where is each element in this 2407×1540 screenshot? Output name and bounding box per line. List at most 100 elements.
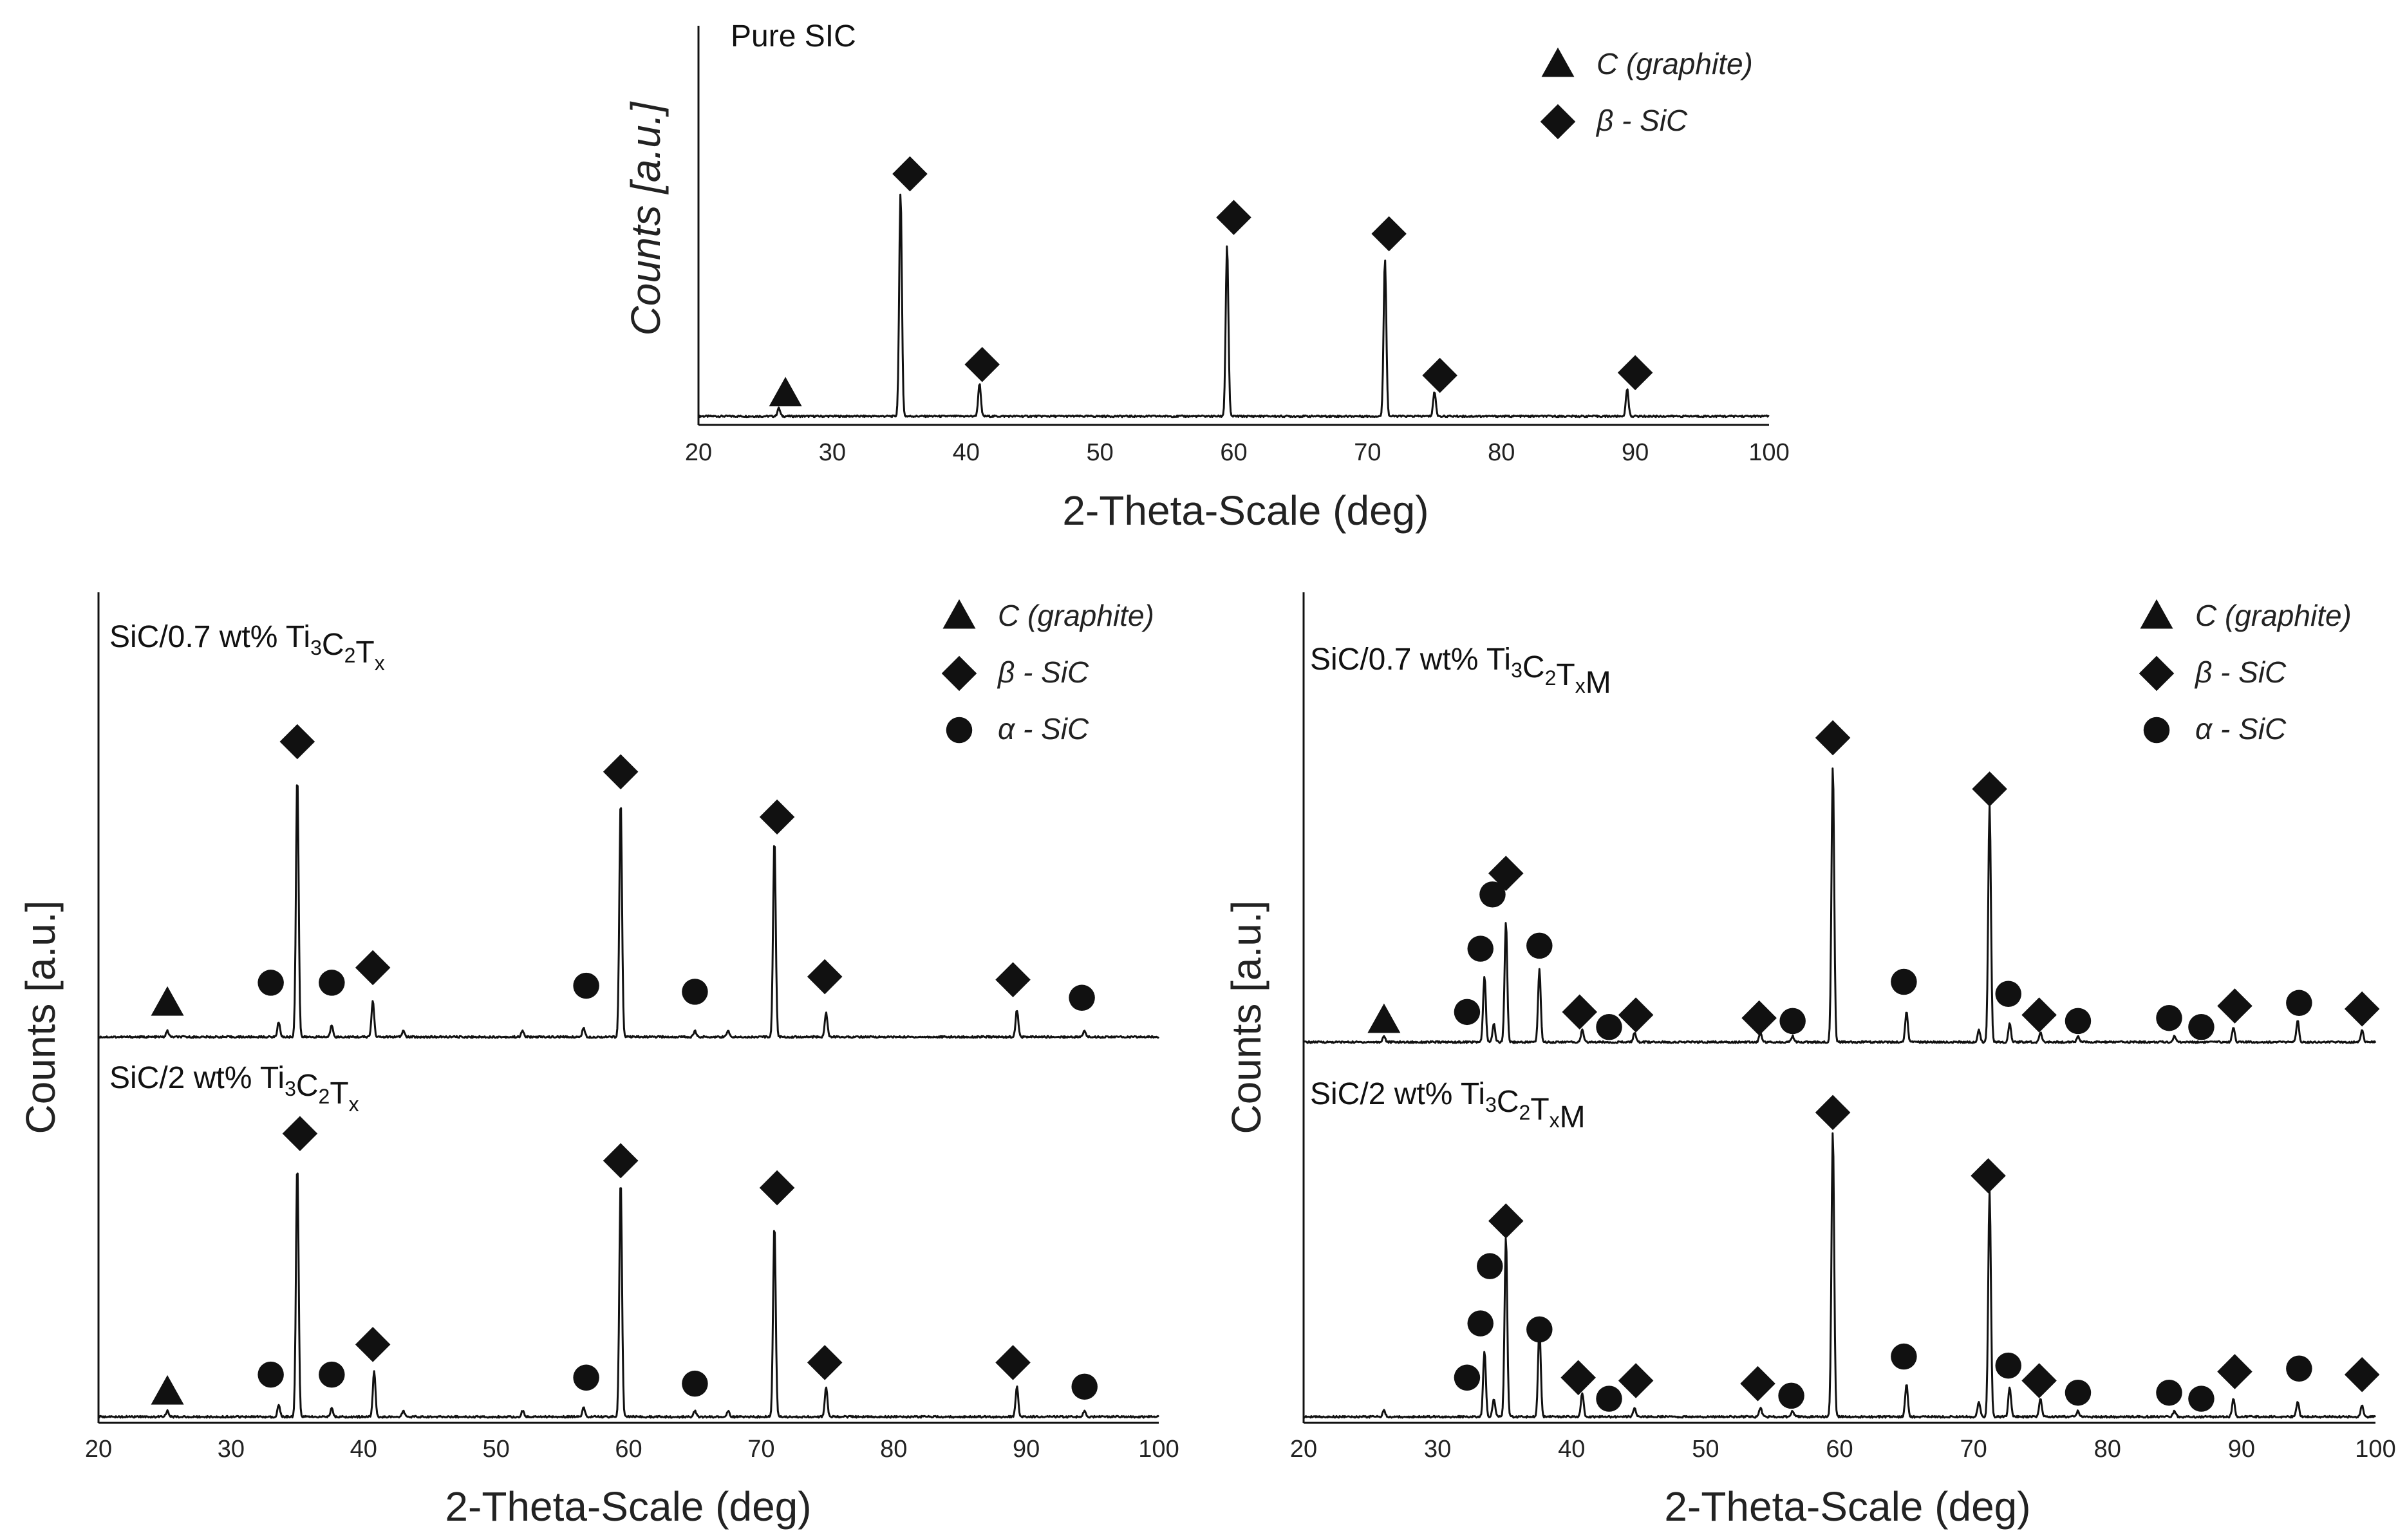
x-tick-label: 50 [1086,439,1113,466]
legend-graphite-icon [2140,599,2173,629]
marker-beta [1560,1360,1596,1396]
marker-alpha [1454,1364,1481,1391]
x-tick-label: 40 [953,439,980,466]
marker-beta [355,950,391,986]
x-tick-label: 100 [2355,1436,2395,1463]
marker-beta [2217,988,2252,1024]
legend-label: β - SiC [997,655,1089,689]
marker-beta [892,156,928,192]
y-axis-title: Counts [a.u.] [1223,901,1269,1134]
legend-alpha-icon [946,717,973,744]
marker-beta [2021,997,2057,1033]
marker-alpha [1891,968,1917,995]
marker-beta [282,1116,318,1151]
marker-beta [1972,771,2007,807]
x-tick-label: 70 [1354,439,1381,466]
x-tick-label: 70 [1960,1436,1987,1463]
marker-graphite [151,1375,184,1405]
marker-graphite [151,986,184,1016]
x-tick-label: 80 [1488,439,1515,466]
x-tick-label: 80 [880,1436,907,1463]
marker-alpha [1071,1373,1098,1400]
x-tick-label: 60 [1826,1436,1853,1463]
sample-label: Pure SIC [731,19,856,53]
marker-beta [2021,1363,2057,1398]
marker-beta [759,799,795,835]
legend-label: C (graphite) [998,599,1154,632]
legend-graphite-icon [1541,47,1575,77]
x-axis-title: 2-Theta-Scale (deg) [445,1483,811,1530]
marker-alpha [2188,1014,2215,1040]
marker-beta [1618,1363,1654,1398]
marker-alpha [1454,999,1481,1026]
x-tick-label: 100 [1748,439,1789,466]
x-tick-label: 20 [1290,1436,1317,1463]
marker-alpha [258,1361,284,1388]
marker-alpha [1477,1253,1503,1279]
marker-alpha [682,1370,708,1397]
x-tick-label: 40 [350,1436,377,1463]
marker-alpha [1891,1343,1917,1370]
marker-beta [603,1143,639,1179]
marker-alpha [1467,1310,1494,1337]
marker-alpha [2065,1379,2092,1406]
marker-alpha [573,972,599,999]
marker-graphite [769,377,802,407]
legend-label: α - SiC [2195,712,2287,746]
x-tick-label: 60 [1220,439,1247,466]
marker-beta [1422,357,1457,393]
legend-beta-icon [2139,655,2175,691]
marker-beta [1562,994,1598,1030]
chart-right: 20 30 40 50 60 70 80 90 100 2-Theta-Scale (deg) Co… [1223,592,2396,1530]
marker-alpha [573,1364,599,1391]
marker-alpha [682,979,708,1005]
sample-label: SiC/2 wt% Ti3C2TxM [1310,1077,1586,1134]
x-tick-label: 20 [85,1436,112,1463]
legend-graphite-icon [942,599,976,629]
legend-label: C (graphite) [2195,599,2352,632]
marker-beta [2344,991,2380,1027]
y-axis-title: Counts [a.u.] [17,901,64,1134]
marker-beta [1971,1158,2006,1194]
legend-label: β - SiC [1595,104,1688,137]
marker-alpha [258,970,284,996]
marker-beta [807,1345,843,1380]
x-tick-label: 70 [747,1436,774,1463]
legend-alpha-icon [2143,717,2170,744]
xrd-trace [97,784,1160,1039]
marker-beta [1740,1366,1775,1402]
marker-alpha [319,970,345,996]
x-tick-label: 50 [482,1436,509,1463]
marker-beta [1617,355,1653,391]
marker-beta [2217,1354,2252,1389]
xrd-trace [97,1172,1160,1419]
marker-alpha [1069,984,1095,1011]
marker-beta [807,959,843,995]
x-tick-label: 80 [2094,1436,2121,1463]
marker-alpha [1596,1385,1622,1412]
marker-beta [995,962,1031,997]
marker-alpha [1995,1352,2021,1379]
x-tick-label: 90 [1013,1436,1040,1463]
marker-alpha [1467,935,1494,962]
xrd-trace [1302,1132,2377,1419]
marker-beta [1216,200,1251,236]
marker-beta [1371,216,1407,252]
marker-beta [1815,720,1851,756]
marker-alpha [1526,932,1553,959]
x-tick-label: 100 [1138,1436,1179,1463]
legend-beta-icon [941,655,977,691]
marker-graphite [1367,1003,1401,1033]
marker-beta [759,1170,795,1206]
x-tick-label: 40 [1558,1436,1585,1463]
marker-beta [1618,997,1654,1033]
marker-beta [995,1345,1031,1380]
x-tick-label: 30 [218,1436,245,1463]
marker-alpha [1526,1316,1553,1343]
chart-pure: 20 30 40 50 60 70 80 90 100 2-Theta-Scale (deg) Co… [623,19,1790,534]
marker-alpha [1779,1008,1806,1035]
x-tick-label: 30 [819,439,846,466]
x-tick-label: 50 [1692,1436,1719,1463]
legend-beta-icon [1540,104,1576,140]
